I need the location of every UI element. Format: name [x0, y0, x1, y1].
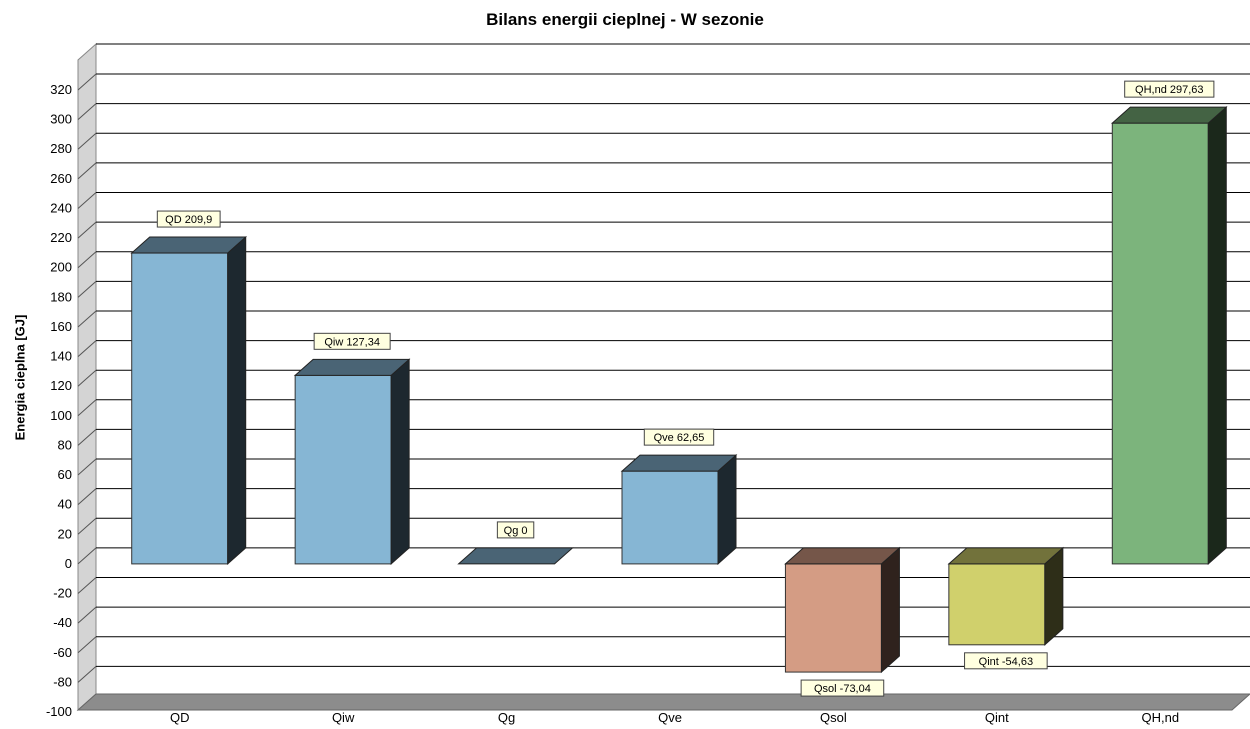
bar-front	[294, 374, 392, 565]
data-label: Qve 62,65	[654, 432, 705, 444]
bar-top	[293, 358, 411, 376]
bar-top	[130, 236, 248, 254]
gridline-wall	[77, 162, 97, 180]
x-tick-label: Qsol	[820, 710, 847, 725]
bar-front	[1111, 122, 1209, 565]
data-label-box	[964, 652, 1048, 670]
bar-top	[620, 454, 738, 472]
y-tick-label: 180	[50, 289, 72, 304]
gridline-wall	[77, 340, 97, 357]
bar-front	[131, 252, 229, 565]
data-label: Qsol -73,04	[814, 683, 871, 695]
gridline-wall	[77, 547, 97, 565]
gridline-wall	[77, 310, 97, 328]
y-tick-label: -80	[53, 674, 72, 689]
gridline-wall	[77, 517, 97, 535]
bar-side	[1044, 546, 1064, 646]
gridline-wall	[77, 251, 97, 269]
y-tick-label: 60	[58, 467, 72, 482]
y-tick-label: 160	[50, 319, 72, 334]
y-tick-label: 200	[50, 260, 72, 275]
x-tick-label: Qiw	[332, 710, 355, 725]
y-tick-label: -100	[46, 704, 72, 719]
gridline-wall	[77, 399, 97, 417]
y-tick-label: 240	[50, 200, 72, 215]
gridline-wall	[77, 73, 97, 91]
gridline-wall	[77, 577, 97, 594]
data-label-box	[643, 428, 715, 446]
y-tick-label: 260	[50, 171, 72, 186]
bar-side	[227, 235, 247, 566]
x-tick-label: Qint	[985, 710, 1009, 725]
y-tick-label: 80	[58, 437, 72, 452]
gridline-wall	[77, 488, 97, 506]
data-label-box	[800, 679, 885, 697]
bar-side	[880, 546, 900, 674]
chart-title: Bilans energii cieplnej - W sezonie	[486, 10, 764, 29]
bar-front	[784, 563, 882, 673]
gridline-wall	[77, 458, 97, 476]
data-label: QH,nd 297,63	[1135, 84, 1204, 96]
y-tick-label: 300	[50, 112, 72, 127]
y-tick-label: 100	[50, 408, 72, 423]
bar-top	[784, 547, 901, 565]
y-tick-label: 280	[50, 141, 72, 156]
y-tick-label: 320	[50, 82, 72, 97]
y-tick-label: -20	[53, 586, 72, 601]
data-label-box	[313, 332, 391, 350]
gridline-wall	[77, 666, 97, 683]
y-tick-label: 140	[50, 349, 72, 364]
data-label: Qg 0	[504, 525, 528, 537]
gridline-wall	[77, 636, 97, 654]
gridline-wall	[77, 606, 97, 624]
gridline-wall	[77, 132, 97, 150]
y-tick-label: 20	[58, 526, 72, 541]
x-tick-label: QD	[170, 710, 190, 725]
bar-top	[947, 547, 1065, 565]
bar-side	[717, 454, 737, 566]
gridline-wall	[77, 192, 97, 209]
gridline-wall	[77, 369, 97, 387]
data-label-box	[156, 210, 221, 228]
data-label: Qint -54,63	[979, 656, 1033, 668]
bar-flat	[457, 547, 574, 565]
y-tick-label: 120	[50, 378, 72, 393]
data-label: QD 209,9	[165, 214, 212, 226]
y-tick-label: 220	[50, 230, 72, 245]
gridline-wall	[77, 280, 97, 298]
bar-top	[1110, 106, 1228, 124]
y-tick-label: -40	[53, 615, 72, 630]
data-label-box	[1124, 80, 1215, 98]
y-tick-label: -60	[53, 645, 72, 660]
x-tick-label: Qve	[658, 710, 682, 725]
bar-front	[948, 563, 1046, 646]
bar-side	[390, 358, 410, 566]
y-tick-label: 40	[58, 497, 72, 512]
y-tick-label: 0	[65, 556, 72, 571]
floor	[76, 693, 1250, 711]
bar-front	[621, 470, 719, 565]
gridline-wall	[77, 221, 97, 239]
gridline-wall	[77, 103, 97, 120]
data-label-box	[496, 521, 535, 539]
x-tick-label: Qg	[498, 710, 515, 725]
bar-side	[1207, 106, 1227, 566]
x-tick-label: QH,nd	[1141, 710, 1179, 725]
gridline-wall	[77, 429, 97, 446]
data-label: Qiw 127,34	[324, 336, 380, 348]
